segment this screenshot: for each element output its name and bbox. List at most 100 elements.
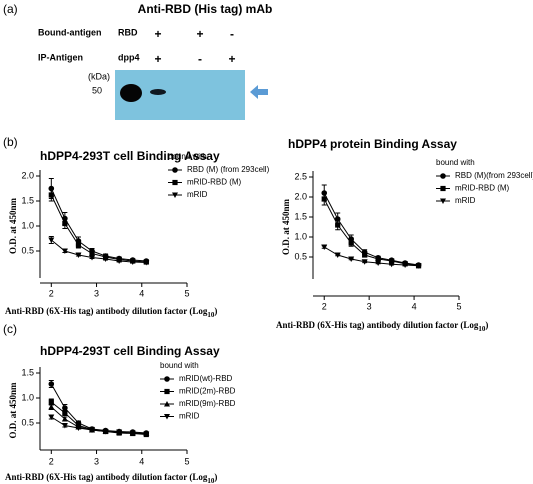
legend-marker (164, 414, 170, 420)
x-axis-label-part: 10 (207, 311, 215, 319)
legend-title: bound with (160, 361, 199, 370)
x-tick-label: 3 (94, 456, 99, 466)
marker (335, 222, 341, 228)
marker (402, 262, 409, 268)
y-tick-label: 0.5 (21, 245, 34, 255)
marker (102, 256, 109, 262)
marker (89, 255, 96, 261)
series-line (51, 416, 147, 435)
marker (321, 196, 327, 202)
x-tick-label: 4 (412, 301, 417, 311)
x-axis-label: Anti-RBD (6X-His tag) antibody dilution … (5, 472, 217, 484)
blot-band (150, 89, 166, 95)
x-axis-label-part: 10 (207, 477, 215, 484)
x-tick-label: 2 (49, 456, 54, 466)
marker (375, 260, 382, 266)
row-cell: - (230, 27, 234, 41)
x-axis-label-part: ) (485, 320, 488, 330)
row-label: Bound-antigen (38, 27, 102, 37)
y-axis-label: O.D. at 450nm (281, 198, 291, 255)
marker (62, 410, 68, 416)
marker (75, 252, 82, 258)
marker (348, 256, 355, 262)
blot-unit: (kDa) (88, 71, 110, 81)
legend-marker (164, 401, 170, 407)
y-tick-label: 1.5 (21, 195, 34, 205)
y-tick-label: 0.5 (21, 417, 34, 427)
y-tick-label: 1.0 (21, 220, 34, 230)
marker (48, 192, 54, 198)
marker (61, 416, 68, 422)
marker (334, 252, 341, 258)
blot-title: Anti-RBD (His tag) mAb (138, 2, 273, 16)
marker (61, 248, 68, 254)
legend-label: mRID(2m)-RBD (179, 387, 236, 396)
x-tick-label: 4 (139, 456, 144, 466)
y-tick-label: 2.5 (294, 171, 307, 181)
x-axis-label: Anti-RBD (6X-His tag) antibody dilution … (5, 306, 217, 319)
marker (415, 263, 422, 269)
legend-label: mRID-RBD (M) (455, 184, 510, 193)
legend-marker (440, 185, 446, 192)
marker (348, 240, 354, 246)
y-tick-label: 1.0 (21, 392, 34, 402)
y-tick-label: 2.0 (294, 191, 307, 201)
row-cell: dpp4 (118, 52, 140, 62)
legend-label: mRID-RBD (M) (187, 178, 242, 187)
x-axis-label-part: Anti-RBD (6X-His tag) antibody dilution … (276, 320, 479, 330)
chart-title: hDPP4-293T cell Binding Assay (40, 149, 220, 163)
row-cell: RBD (118, 27, 138, 37)
marker (116, 429, 123, 435)
marker (48, 399, 54, 405)
marker (89, 250, 95, 257)
marker (375, 256, 381, 262)
legend-label: mRID(wt)-RBD (179, 374, 233, 383)
marker (143, 431, 150, 437)
blot-size-marker: 50 (92, 85, 102, 95)
panel-label: (b) (3, 135, 18, 149)
x-tick-label: 5 (184, 288, 189, 298)
x-tick-label: 3 (367, 301, 372, 311)
marker (129, 259, 136, 265)
marker (102, 429, 109, 435)
marker (62, 220, 68, 227)
legend-marker (164, 388, 170, 395)
legend-label: RBD (M)(from 293cell) (455, 171, 533, 180)
marker (321, 244, 328, 250)
y-axis-label: O.D. at 450nm (8, 197, 18, 254)
marker (143, 260, 150, 266)
legend-label: mRID (187, 190, 208, 199)
legend-marker (440, 173, 446, 179)
legend-marker (164, 376, 170, 382)
x-axis-label-part: 10 (478, 325, 486, 333)
y-axis-label: O.D. at 450nm (8, 382, 18, 439)
marker (361, 259, 368, 265)
row-cell: + (228, 52, 235, 66)
x-axis-label-part: Anti-RBD (6X-His tag) antibody dilution … (5, 472, 208, 482)
marker (362, 252, 368, 258)
legend-label: mRID (179, 412, 200, 421)
marker (62, 405, 68, 411)
legend-label: RBD (M) (from 293cell) (187, 165, 270, 174)
marker (48, 404, 55, 410)
legend-title: bound with (436, 158, 475, 167)
x-axis-label-part: Anti-RBD (6X-His tag) antibody dilution … (5, 306, 208, 316)
marker (388, 261, 395, 268)
x-axis-label-part: ) (214, 306, 217, 316)
row-cell: - (198, 52, 202, 66)
arrow (250, 85, 268, 99)
legend-title: bound with (168, 152, 207, 161)
blot-band (120, 84, 142, 102)
legend-marker (440, 198, 446, 204)
marker (75, 425, 82, 431)
marker (48, 414, 55, 420)
marker (89, 427, 96, 433)
row-label: IP-Antigen (38, 52, 83, 62)
x-tick-label: 2 (49, 288, 54, 298)
panel-label: (c) (3, 322, 17, 336)
x-tick-label: 3 (94, 288, 99, 298)
marker (48, 237, 55, 243)
y-tick-label: 2.0 (21, 170, 34, 180)
series-line (50, 239, 147, 263)
